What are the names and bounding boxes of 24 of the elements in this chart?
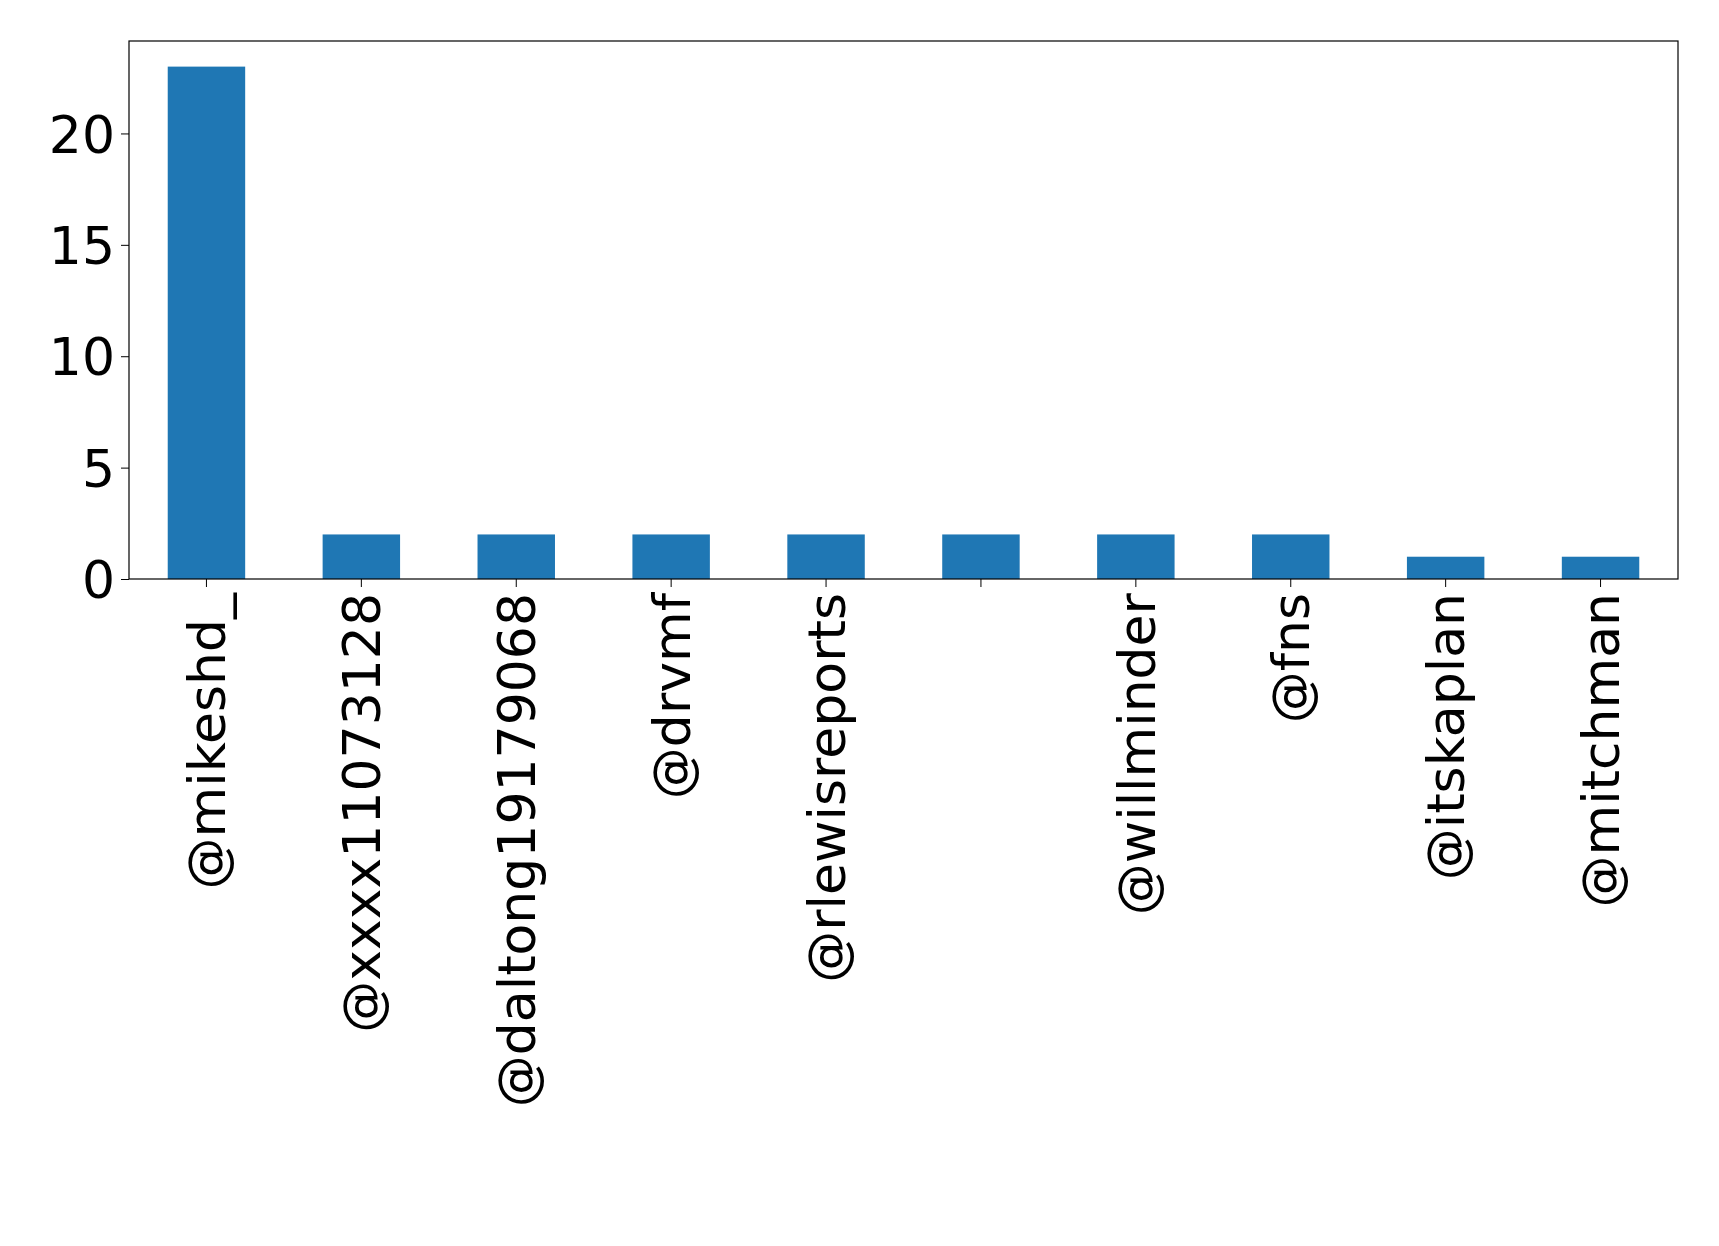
- y-tick-label: 0: [81, 550, 115, 611]
- bar: [787, 534, 865, 579]
- x-tick-label: @itskaplan: [1416, 593, 1477, 881]
- bar: [632, 534, 710, 579]
- x-tick-label: @drvmf: [641, 591, 702, 800]
- x-tick-label: @fns: [1261, 593, 1322, 724]
- x-tick-label: @xxxx11073128: [332, 593, 393, 1033]
- y-tick-label: 20: [48, 104, 115, 165]
- x-tick-label: @willminder: [1106, 592, 1167, 916]
- bar: [1561, 556, 1640, 579]
- bar: [942, 534, 1020, 579]
- y-tick-label: 10: [48, 327, 115, 388]
- bar: [322, 534, 401, 579]
- y-tick-label: 5: [81, 438, 115, 499]
- x-tick-label: @rlewisreports: [796, 593, 857, 983]
- y-tick-label: 15: [48, 216, 115, 277]
- bar: [477, 534, 555, 579]
- bar: [167, 66, 246, 579]
- bar: [1252, 534, 1330, 579]
- bar: [1406, 556, 1485, 579]
- x-tick-label: @mitchman: [1571, 593, 1632, 908]
- bar: [1097, 534, 1175, 579]
- x-tick-label: @daltong19179068: [486, 593, 547, 1108]
- x-tick-label: @mikeshd_: [177, 592, 238, 890]
